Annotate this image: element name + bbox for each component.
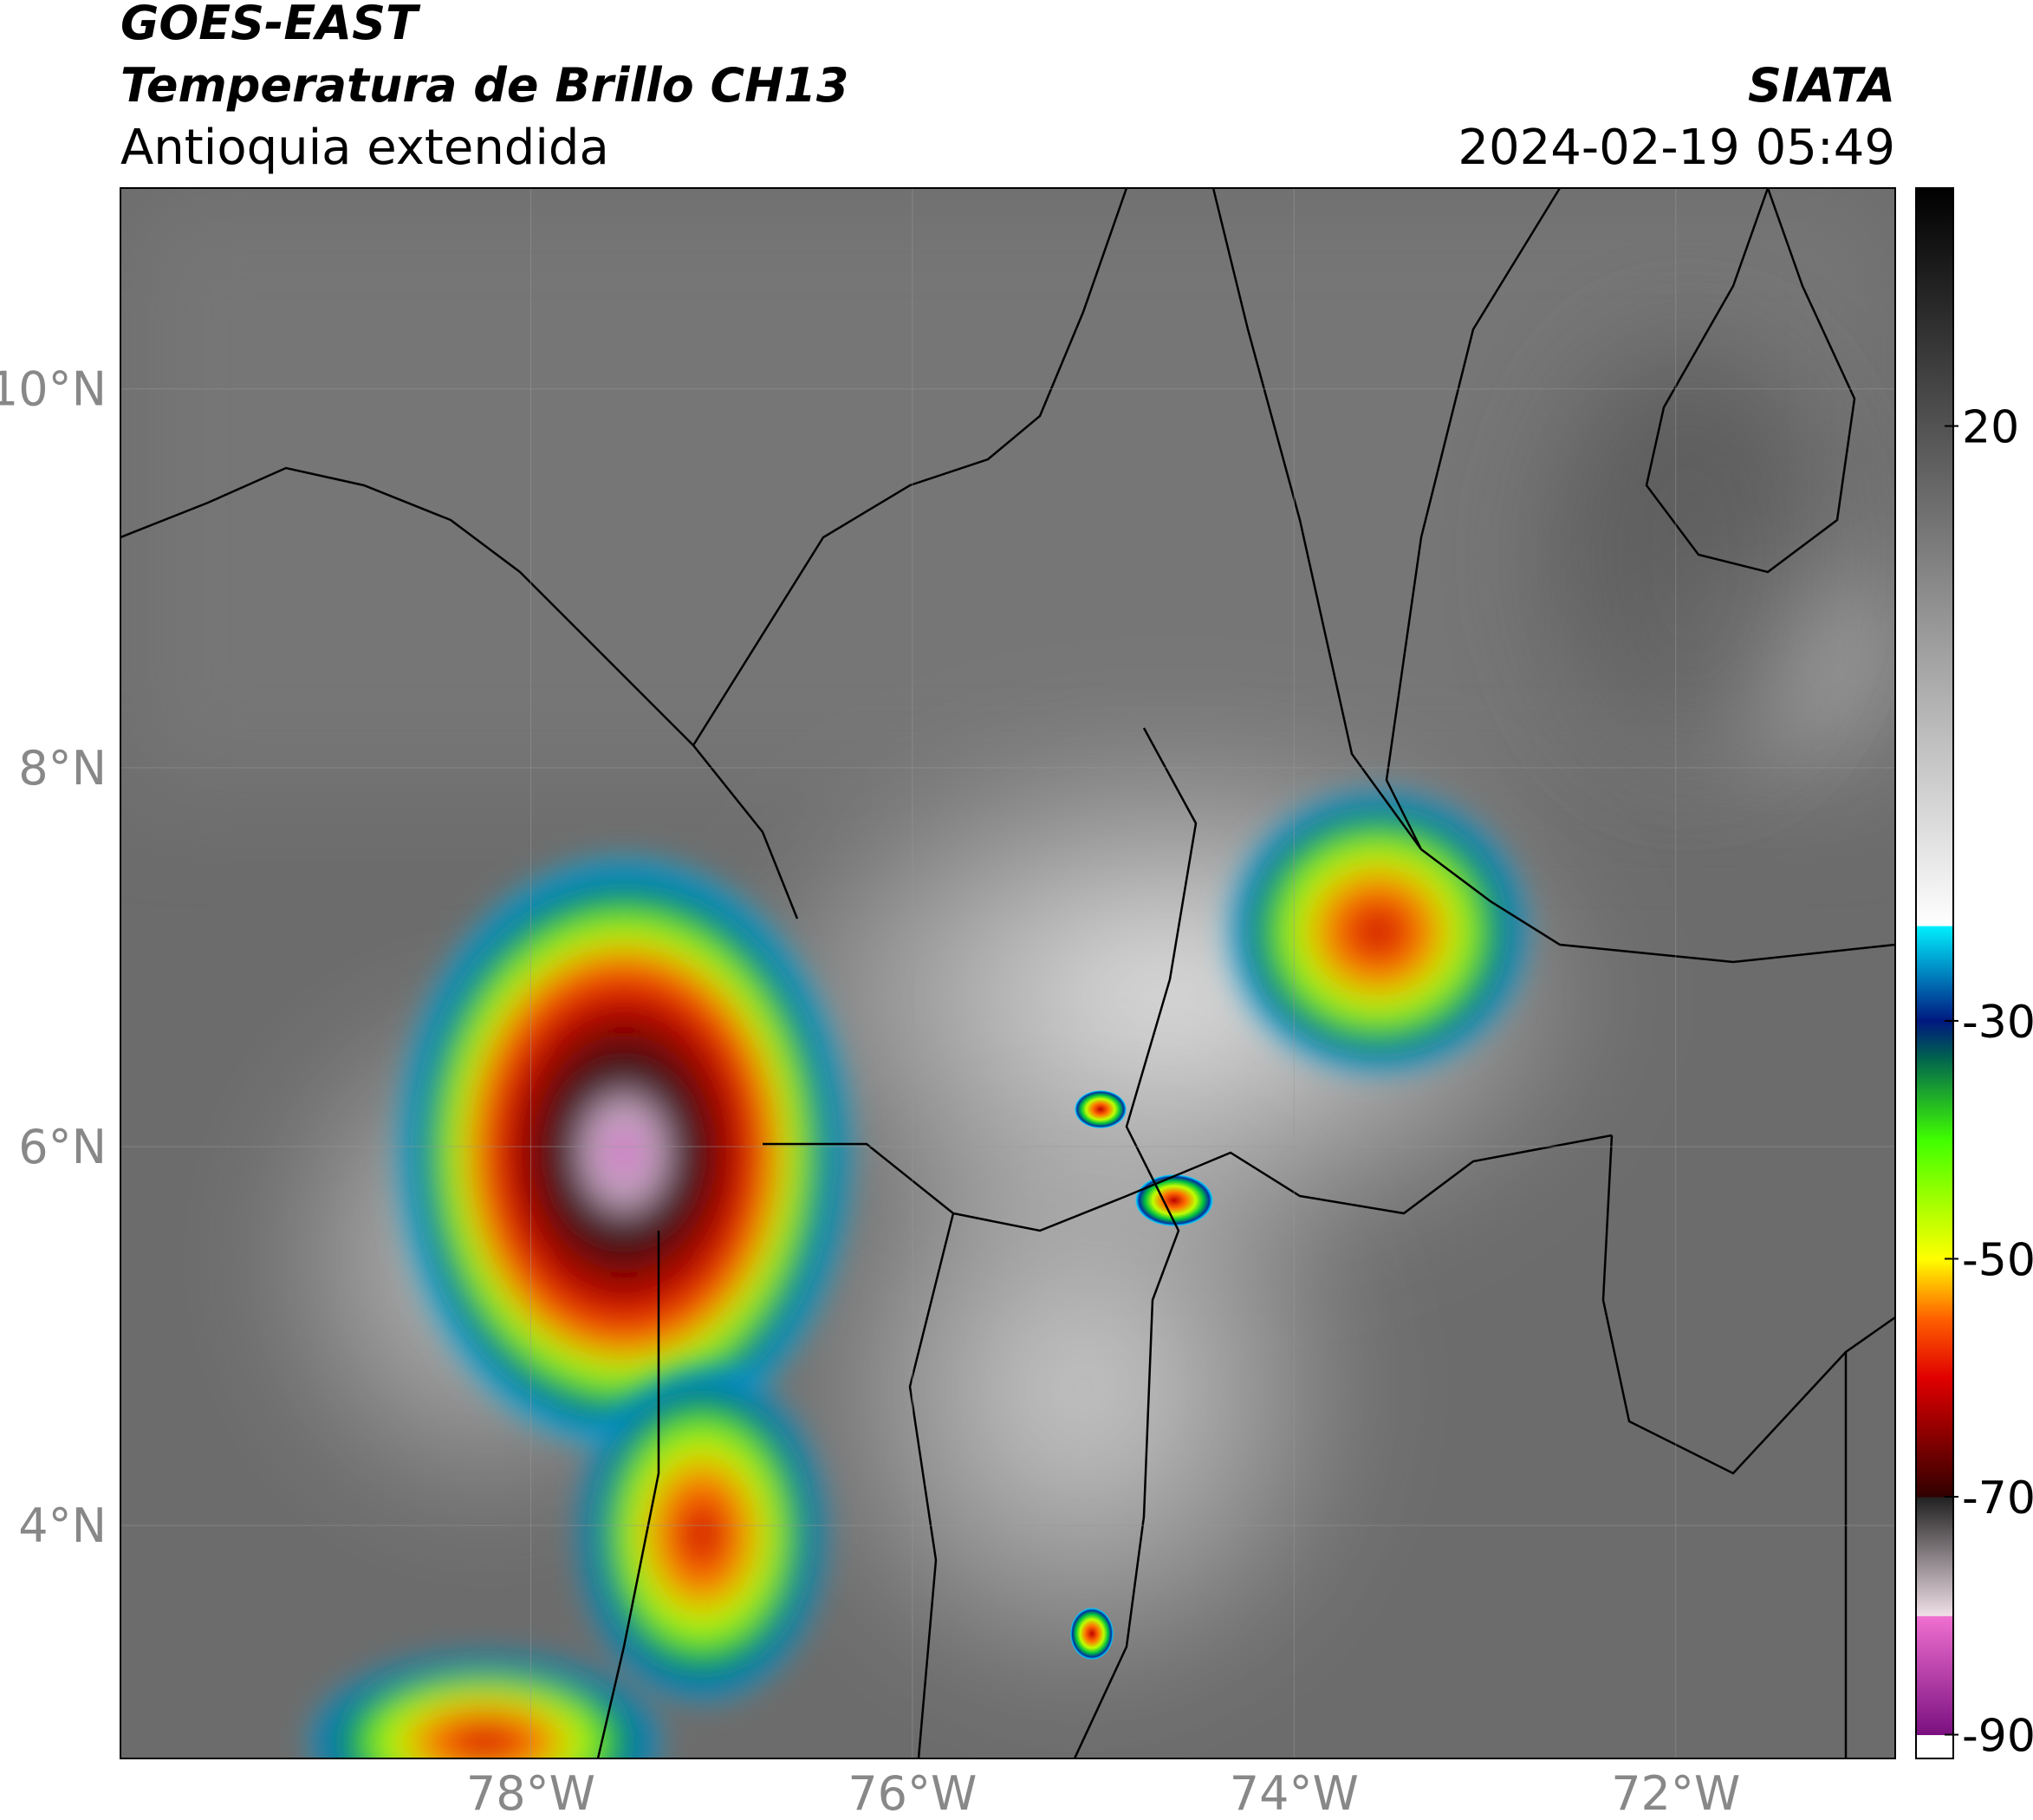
map-frame — [120, 187, 1896, 1759]
colorbar-segment — [1916, 1020, 1953, 1057]
colorbar-segment — [1916, 1615, 1953, 1736]
colorbar-segment — [1916, 1140, 1953, 1259]
colorbar-tick-label: -50 — [1962, 1234, 2033, 1286]
y-tick-label: 8°N — [18, 741, 107, 796]
colorbar-tick-label: -90 — [1962, 1711, 2033, 1763]
colorbar-segment — [1916, 1318, 1953, 1379]
colorbar-segment — [1916, 1734, 1953, 1759]
source: SIATA — [1748, 58, 1895, 113]
region: Antioquia extendida — [120, 120, 609, 176]
colorbar-segment — [1916, 1056, 1953, 1141]
colorbar-segment — [1916, 1377, 1953, 1498]
colorbar-segment — [1916, 188, 1953, 926]
x-tick-label: 72°W — [1611, 1766, 1740, 1820]
colorbar-tick-label: -30 — [1962, 997, 2033, 1049]
y-tick-label: 6°N — [18, 1120, 107, 1174]
x-tick-label: 78°W — [466, 1766, 595, 1820]
x-tick-label: 76°W — [848, 1766, 977, 1820]
title: GOES-EAST — [120, 0, 421, 50]
datetime: 2024-02-19 05:49 — [1458, 120, 1895, 176]
colorbar-tick-label: 20 — [1962, 402, 2019, 454]
y-tick-label: 4°N — [18, 1498, 107, 1553]
x-tick-label: 74°W — [1230, 1766, 1359, 1820]
colorbar-tick-label: -70 — [1962, 1472, 2033, 1524]
y-tick-label: 10°N — [0, 362, 107, 417]
colorbar-frame — [1915, 187, 1954, 1759]
colorbar-segment — [1916, 926, 1953, 1022]
colorbar-segment — [1916, 1497, 1953, 1616]
colorbar-segment — [1916, 1258, 1953, 1319]
satellite-image — [120, 188, 1895, 1758]
subtitle: Temperatura de Brillo CH13 — [120, 58, 849, 113]
